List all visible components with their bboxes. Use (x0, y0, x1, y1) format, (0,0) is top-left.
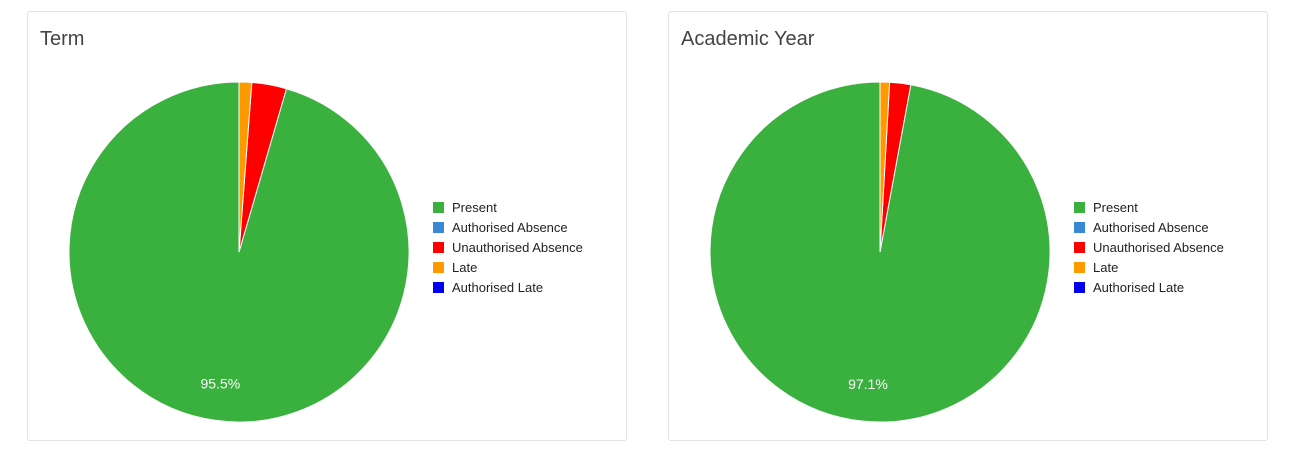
legend-label: Present (452, 199, 497, 215)
legend-item[interactable]: Authorised Late (433, 277, 583, 297)
legend-item[interactable]: Unauthorised Absence (1074, 237, 1224, 257)
academic-year-chart-panel: Academic Year 97.1% Present Authorised Ab… (668, 11, 1268, 441)
legend-item[interactable]: Present (1074, 197, 1224, 217)
legend-swatch (1074, 221, 1085, 233)
legend-label: Unauthorised Absence (1093, 239, 1224, 255)
legend-swatch (433, 261, 444, 273)
legend-swatch (1074, 201, 1085, 213)
legend-swatch (433, 221, 444, 233)
chart-legend: Present Authorised Absence Unauthorised Ab… (433, 197, 583, 297)
legend-item[interactable]: Late (1074, 257, 1224, 277)
legend-label: Authorised Late (452, 279, 544, 295)
pie-chart: 97.1% (709, 81, 1051, 423)
legend-swatch (1074, 261, 1085, 273)
legend-item[interactable]: Authorised Absence (433, 217, 583, 237)
legend-item[interactable]: Unauthorised Absence (433, 237, 583, 257)
legend-label: Authorised Late (1093, 279, 1185, 295)
legend-item[interactable]: Late (433, 257, 583, 277)
legend-label: Present (1093, 199, 1138, 215)
pie-chart: 95.5% (68, 81, 410, 423)
legend-swatch (1074, 241, 1085, 253)
legend-swatch (433, 201, 444, 213)
legend-label: Late (1093, 259, 1119, 275)
legend-swatch (433, 281, 444, 293)
pie-data-label: 97.1% (848, 376, 888, 392)
legend-item[interactable]: Authorised Late (1074, 277, 1224, 297)
pie-data-label: 95.5% (200, 375, 240, 391)
pie-slice-late[interactable] (238, 81, 253, 253)
legend-item[interactable]: Authorised Absence (1074, 217, 1224, 237)
chart-title: Term (40, 28, 85, 50)
term-chart-panel: Term 95.5% Present Authorised Absence Unau… (27, 11, 627, 441)
chart-legend: Present Authorised Absence Unauthorised Ab… (1074, 197, 1224, 297)
chart-title: Academic Year (681, 28, 815, 50)
legend-swatch (1074, 281, 1085, 293)
legend-swatch (433, 241, 444, 253)
legend-label: Late (452, 259, 478, 275)
legend-label: Authorised Absence (1093, 219, 1209, 235)
pie-slice-late[interactable] (879, 81, 891, 253)
legend-item[interactable]: Present (433, 197, 583, 217)
legend-label: Unauthorised Absence (452, 239, 583, 255)
legend-label: Authorised Absence (452, 219, 568, 235)
